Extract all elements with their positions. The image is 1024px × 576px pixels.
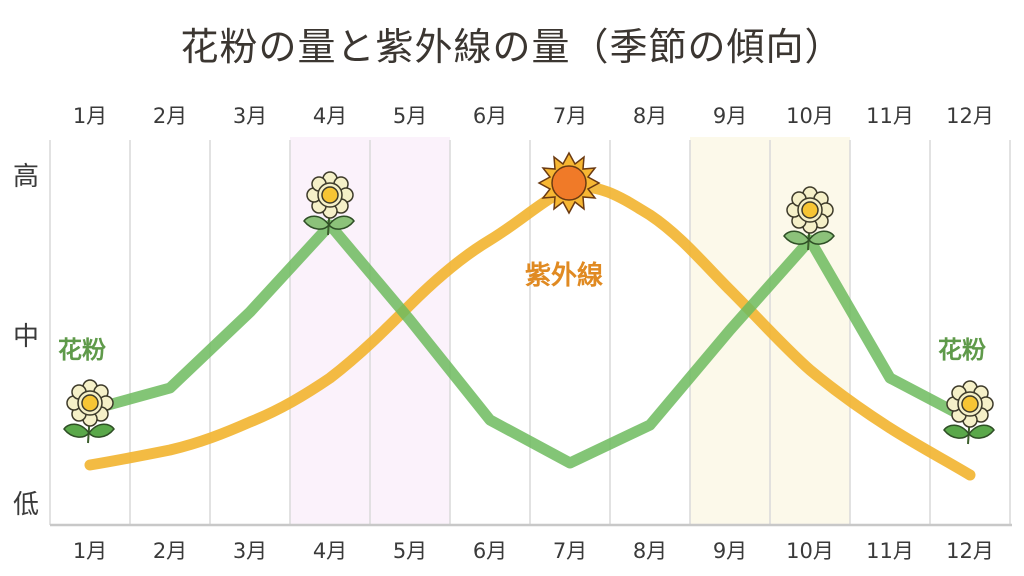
month-label: 10月 xyxy=(786,104,834,128)
month-label: 2月 xyxy=(152,104,188,128)
pollen-line xyxy=(84,219,976,469)
y-label-mid: 中 xyxy=(12,322,39,352)
flower-icon xyxy=(63,379,115,444)
month-label: 1月 xyxy=(72,104,108,128)
uv-line xyxy=(84,181,976,481)
month-label: 9月 xyxy=(712,104,748,128)
chart-title: 花粉の量と紫外線の量（季節の傾向） xyxy=(180,25,844,69)
month-label: 8月 xyxy=(632,539,668,563)
month-label: 5月 xyxy=(392,104,428,128)
month-label: 11月 xyxy=(866,539,914,563)
month-label: 5月 xyxy=(392,539,428,563)
month-label: 3月 xyxy=(232,104,268,128)
y-label-high: 高 xyxy=(12,162,39,192)
flower-icon xyxy=(303,171,355,236)
month-label: 2月 xyxy=(152,539,188,563)
month-label: 7月 xyxy=(552,539,588,563)
month-label: 9月 xyxy=(712,539,748,563)
month-label: 10月 xyxy=(786,539,834,563)
month-label: 12月 xyxy=(946,104,994,128)
y-label-low: 低 xyxy=(12,490,39,520)
month-axis-top: 1月 2月 3月 4月 5月 6月 7月 8月 9月 10月 11月 12月 xyxy=(0,100,1024,130)
month-label: 4月 xyxy=(312,104,348,128)
sun-icon xyxy=(537,151,601,215)
pollen-label-right: 花粉 xyxy=(938,336,986,364)
month-label: 6月 xyxy=(472,539,508,563)
month-label: 3月 xyxy=(232,539,268,563)
flower-icon xyxy=(943,380,995,445)
month-label: 11月 xyxy=(866,104,914,128)
month-label: 8月 xyxy=(632,104,668,128)
month-label: 6月 xyxy=(472,104,508,128)
pollen-label-left: 花粉 xyxy=(58,336,106,364)
month-label: 4月 xyxy=(312,539,348,563)
month-label: 1月 xyxy=(72,539,108,563)
flower-icon xyxy=(783,186,835,251)
uv-label: 紫外線 xyxy=(525,261,604,291)
month-axis-bottom: 1月 2月 3月 4月 5月 6月 7月 8月 9月 10月 11月 12月 xyxy=(0,535,1024,565)
month-label: 7月 xyxy=(552,104,588,128)
month-label: 12月 xyxy=(946,539,994,563)
